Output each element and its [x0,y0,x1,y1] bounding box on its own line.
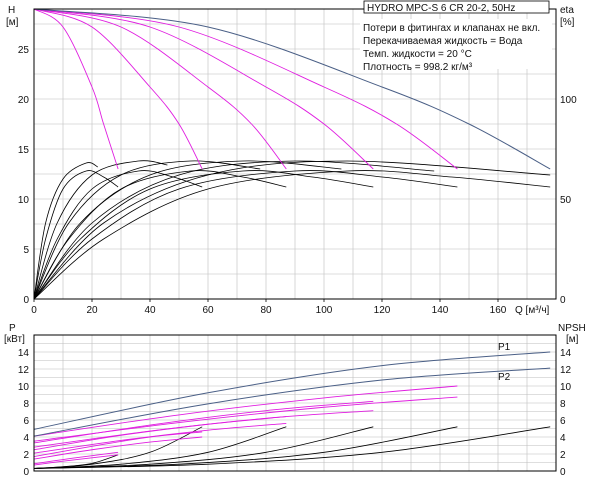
h-axis-label: H [8,5,15,16]
head-curve [33,8,287,170]
npsh-curve [33,426,551,469]
x-tick-label: 160 [490,305,507,316]
max-head-curve [33,8,551,170]
efficiency-curve [33,170,119,300]
top-tick-labels: 0 20 40 60 80 100 120 140 160 0 5 10 15 20 25 0 50 100 [18,45,577,316]
h-tick-label: 15 [18,145,30,156]
note-liquid: Перекачиваемая жидкость = Вода [363,36,523,47]
note-density: Плотность = 998.2 кг/м³ [363,62,473,73]
efficiency-curve [33,160,168,300]
head-curve [33,8,203,170]
efficiency-curve [33,162,98,300]
top-plot-frame [33,8,557,300]
note-temperature: Темп. жидкости = 20 °C [363,49,472,60]
bottom-tick-labels: 0 2 4 6 8 10 12 14 0 2 4 6 8 10 12 14 [18,348,572,478]
head-curve [33,8,458,170]
x-tick-label: 80 [260,305,272,316]
efficiency-curve [33,170,458,300]
x-tick-label: 20 [86,305,98,316]
h-axis-unit: [м] [6,17,19,28]
p-tick-label: 8 [23,399,29,410]
p-axis-label: P [9,323,16,334]
power-curve [33,451,119,465]
x-tick-label: 60 [202,305,214,316]
p-axis-unit: [кВт] [4,334,25,345]
legend-p1: P1 [498,342,511,353]
p-tick-label: 6 [23,416,29,427]
h-tick-label: 20 [18,95,30,106]
efficiency-curve [33,160,261,300]
npsh-tick-label: 14 [560,348,572,359]
power-p1-curve [33,351,551,430]
legend-p2: P2 [498,372,511,383]
head-curve [33,8,374,170]
npsh-tick-label: 4 [560,433,566,444]
p-tick-label: 4 [23,433,29,444]
p-tick-label: 2 [23,450,29,461]
npsh-axis-unit: [м] [566,334,579,345]
h-tick-label: 25 [18,45,30,56]
notes-box-bg [360,19,552,69]
x-tick-label: 120 [374,305,391,316]
npsh-tick-label: 6 [560,416,566,427]
npsh-tick-label: 0 [560,467,566,478]
power-curve [33,422,287,454]
top-curves [33,8,551,300]
npsh-tick-label: 10 [560,382,572,393]
title-box [363,0,550,14]
bottom-plot-frame [33,334,557,472]
power-curve [33,454,119,466]
efficiency-curve [33,170,287,300]
npsh-tick-label: 8 [560,399,566,410]
power-curve [33,431,203,457]
efficiency-curve [33,160,342,300]
power-curve [33,385,458,437]
x-tick-label: 100 [316,305,333,316]
bottom-grid [34,335,556,471]
q-axis-label: Q [м³/ч] [515,305,550,316]
bottom-curves [33,351,551,469]
h-tick-label: 5 [23,245,29,256]
h-tick-label: 0 [23,295,29,306]
efficiency-curve [33,160,551,300]
eta-axis-label: eta [560,5,574,16]
eta-tick-label: 50 [560,195,572,206]
efficiency-curve [33,160,435,300]
p-tick-label: 14 [18,348,30,359]
p-tick-label: 0 [23,467,29,478]
power-curve [33,410,374,448]
h-tick-label: 10 [18,195,30,206]
eta-tick-label: 0 [560,295,566,306]
eta-tick-label: 100 [560,95,577,106]
head-curve [33,8,119,170]
eta-axis-unit: [%] [560,17,575,28]
efficiency-curve [33,170,203,300]
x-tick-label: 140 [432,305,449,316]
power-curve [33,396,458,442]
power-curve [33,436,203,460]
p-tick-label: 12 [18,365,30,376]
npsh-tick-label: 2 [560,450,566,461]
chart-title: HYDRO MPC-S 6 CR 20-2, 50Hz [367,3,515,14]
x-tick-label: 40 [144,305,156,316]
efficiency-curve [33,170,551,300]
note-fittings: Потери в фитингах и клапанах не вкл. [363,22,540,34]
power-p2-curve [33,367,551,437]
x-tick-label: 0 [31,305,37,316]
npsh-axis-label: NPSH [558,323,586,334]
efficiency-curve [33,170,374,300]
p-tick-label: 10 [18,382,30,393]
npsh-tick-label: 12 [560,365,572,376]
